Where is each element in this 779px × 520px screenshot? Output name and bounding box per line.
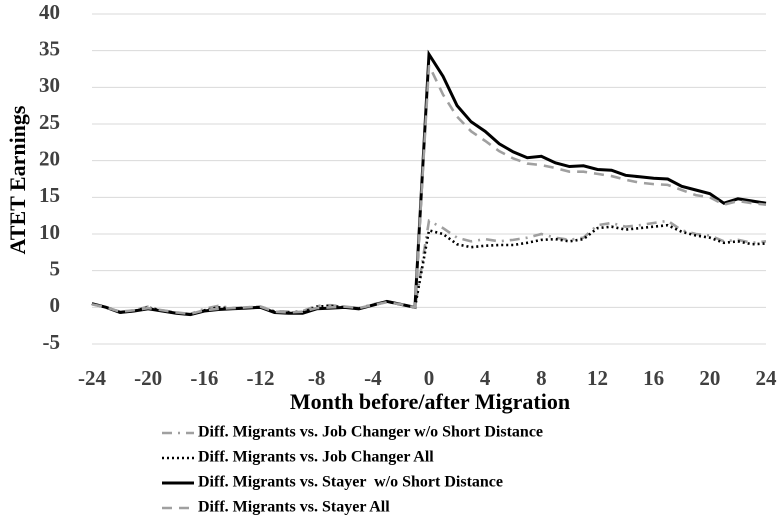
line [91, 223, 767, 316]
x-tick-label: -8 [308, 366, 326, 390]
y-tick-label: 15 [39, 183, 60, 207]
x-axis-label: Month before/after Migration [290, 389, 570, 414]
x-tick-label: 16 [643, 366, 664, 390]
x-tick-label: -12 [247, 366, 275, 390]
x-tick-label: 0 [424, 366, 435, 390]
x-tick-label: 24 [756, 366, 778, 390]
x-tick-label: 8 [536, 366, 547, 390]
x-tick-label: -16 [190, 366, 218, 390]
legend-label: Diff. Migrants vs. Stayer w/o Short Dist… [198, 474, 503, 491]
y-tick-label: 30 [39, 73, 60, 97]
legend-label: Diff. Migrants vs. Stayer All [198, 499, 390, 516]
line [91, 218, 767, 316]
y-tick-label: 5 [50, 256, 61, 280]
y-tick-label: 35 [39, 36, 60, 60]
line [91, 64, 767, 316]
x-tick-label: 20 [699, 366, 720, 390]
line [91, 49, 767, 317]
legend-label: Diff. Migrants vs. Job Changer w/o Short… [198, 424, 543, 441]
y-tick-label: 10 [39, 220, 60, 244]
x-tick-label: -20 [134, 366, 162, 390]
x-tick-label: -24 [78, 366, 106, 390]
legend-label: Diff. Migrants vs. Job Changer All [198, 449, 434, 466]
y-tick-label: 40 [39, 0, 60, 24]
x-tick-label: -4 [364, 366, 382, 390]
y-axis-label: ATET Earnings [5, 105, 30, 254]
y-tick-label: -5 [43, 330, 61, 354]
y-tick-label: 0 [50, 293, 61, 317]
y-tick-label: 25 [39, 110, 60, 134]
x-tick-label: 12 [587, 366, 608, 390]
y-tick-label: 20 [39, 146, 60, 170]
x-tick-label: 4 [480, 366, 491, 390]
